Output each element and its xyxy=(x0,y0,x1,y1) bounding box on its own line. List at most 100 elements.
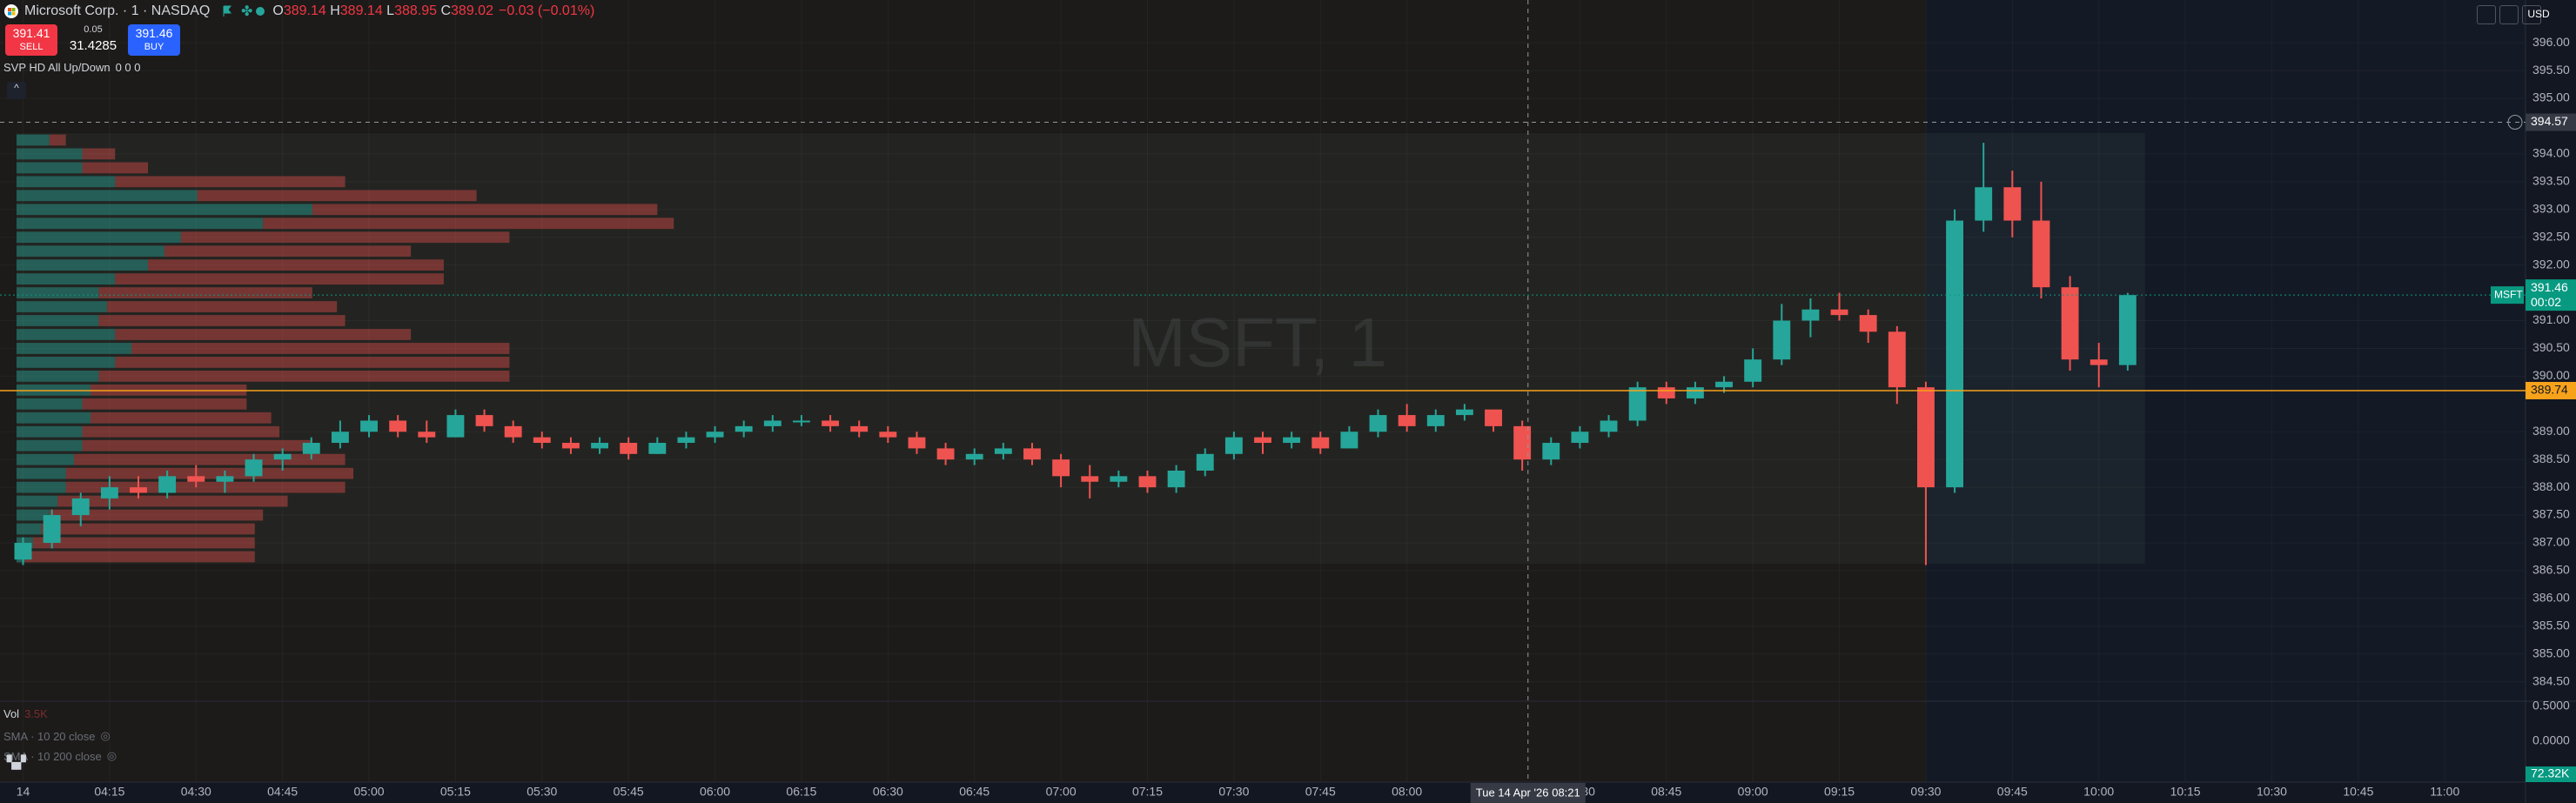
candle-body xyxy=(71,498,90,516)
profile-up xyxy=(17,176,116,188)
candle-body xyxy=(14,542,32,560)
refresh-icon[interactable] xyxy=(2499,5,2519,24)
candle-body xyxy=(2061,287,2079,360)
candle-body xyxy=(1744,359,1762,382)
candle-body xyxy=(1513,425,1532,460)
fullscreen-icon[interactable] xyxy=(2522,5,2541,24)
profile-down xyxy=(49,134,66,146)
profile-up xyxy=(17,439,83,452)
candle-body xyxy=(1455,409,1473,416)
sma-2[interactable]: SMA · 10 200 close xyxy=(3,749,102,763)
x-tick-label: 11:00 xyxy=(2430,785,2459,799)
candle-body xyxy=(1196,453,1214,471)
profile-up xyxy=(17,495,58,507)
y-tick-label: 391.00 xyxy=(2532,312,2570,326)
eye-icon[interactable]: ◎ xyxy=(106,749,117,762)
x-tick-label: 07:15 xyxy=(1132,785,1163,799)
crosshair-price-bg xyxy=(2526,113,2576,131)
sma-legend: SMA · 10 200 close ◎ xyxy=(3,749,117,763)
candle-body xyxy=(1398,415,1416,426)
flags: ✤ xyxy=(223,4,265,19)
profile-down xyxy=(131,343,510,354)
candle-body xyxy=(936,448,955,460)
candle-body xyxy=(1686,387,1704,398)
x-tick-label: 06:00 xyxy=(700,785,730,799)
candle-body xyxy=(2090,359,2108,365)
profile-down xyxy=(115,176,345,188)
candle-body xyxy=(793,420,810,423)
profile-up xyxy=(17,370,99,382)
candle-body xyxy=(389,420,407,432)
profile-down xyxy=(115,273,444,284)
y-tick-label: 384.50 xyxy=(2532,673,2570,687)
ohlc-value: 389.14 xyxy=(283,3,326,18)
download-icon[interactable] xyxy=(2477,5,2496,24)
candle-body xyxy=(1830,309,1848,316)
y-tick-label: 390.00 xyxy=(2532,368,2570,382)
y-tick-label: 395.00 xyxy=(2532,90,2570,104)
candle-body xyxy=(504,425,522,438)
candle-body xyxy=(763,420,782,426)
collapse-button[interactable]: ^ xyxy=(7,82,26,99)
profile-up xyxy=(17,190,198,202)
x-tick-label: 04:45 xyxy=(267,785,298,799)
candle-body xyxy=(1859,315,1877,332)
profile-down xyxy=(49,509,264,521)
ohlc-value: 389.02 xyxy=(451,3,493,18)
sma-1[interactable]: SMA · 10 20 close xyxy=(3,729,96,743)
candle-body xyxy=(1917,387,1935,488)
candle-body xyxy=(1888,331,1906,388)
sma-legend: SMA · 10 20 close ◎ xyxy=(3,729,111,743)
y-tick-label: 386.50 xyxy=(2532,563,2570,577)
candle-body xyxy=(677,437,695,444)
profile-up xyxy=(17,148,83,160)
candle-body xyxy=(1715,381,1733,388)
spread: 0.05 xyxy=(84,24,103,35)
volume-tick: 0.0000 xyxy=(2532,733,2570,747)
candle-body xyxy=(1975,187,1993,221)
profile-up xyxy=(17,217,264,230)
candle-body xyxy=(1657,387,1675,398)
profile-up xyxy=(17,398,83,410)
profile-up xyxy=(17,453,75,465)
profile-down xyxy=(148,259,444,271)
symbol-tag: MSFT xyxy=(2494,288,2523,300)
profile-down xyxy=(164,245,412,258)
profile-up xyxy=(17,273,116,284)
eye-icon[interactable]: ◎ xyxy=(100,729,111,742)
profile-down xyxy=(82,398,247,410)
profile-down xyxy=(98,370,510,382)
profile-down xyxy=(115,357,510,368)
x-tick-label: 08:45 xyxy=(1651,785,1681,799)
profile-down xyxy=(115,329,412,340)
x-tick-label: 05:45 xyxy=(614,785,644,799)
volume-legend: Vol 3.5K xyxy=(3,707,48,720)
profile-up xyxy=(17,481,66,493)
profile-up xyxy=(17,204,312,216)
indicator-name[interactable]: SVP HD All Up/Down xyxy=(3,61,111,74)
profile-down xyxy=(98,315,345,326)
candle-body xyxy=(1224,437,1243,454)
profile-down xyxy=(82,425,280,438)
buy-button[interactable]: 391.46 BUY xyxy=(128,24,180,56)
y-tick-label: 393.50 xyxy=(2532,174,2570,188)
profile-up xyxy=(17,343,132,354)
volume-tick: 0.5000 xyxy=(2532,699,2570,713)
volume-last: 72.32K xyxy=(2531,766,2570,780)
profile-down xyxy=(312,204,658,216)
x-tick-label: 06:15 xyxy=(786,785,816,799)
ohlc-key: O xyxy=(272,3,284,18)
profile-up xyxy=(17,357,116,368)
profile-down xyxy=(98,287,312,298)
sell-button[interactable]: 391.41 SELL xyxy=(5,24,57,56)
candle-body xyxy=(1052,459,1070,477)
last-price-bg xyxy=(2526,279,2576,311)
quantity[interactable]: 31.4285 xyxy=(69,38,117,53)
y-tick-label: 396.00 xyxy=(2532,35,2570,49)
currency[interactable]: USD xyxy=(2527,8,2550,20)
symbol[interactable]: Microsoft Corp. · 1 · NASDAQ xyxy=(24,3,211,18)
volume-last-bg xyxy=(2526,766,2576,782)
profile-down xyxy=(180,231,510,244)
candle-body xyxy=(2118,295,2137,365)
candle-body xyxy=(1369,415,1387,432)
